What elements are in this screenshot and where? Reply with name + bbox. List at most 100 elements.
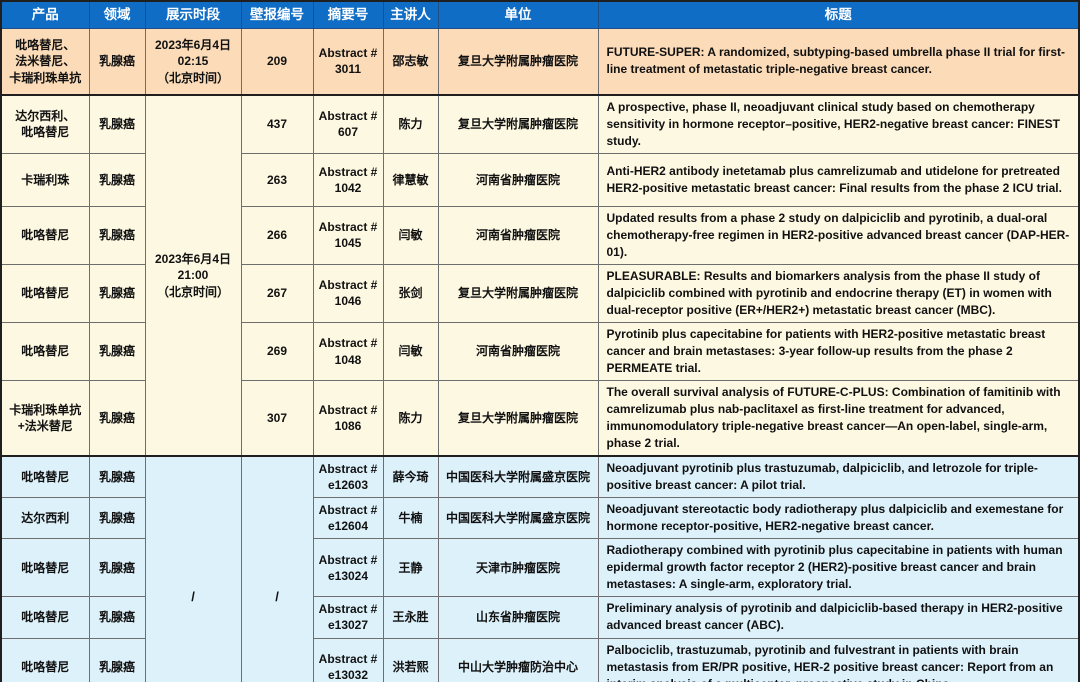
cell-time-merged: / [144,455,242,682]
cell-product: 吡咯替尼 [0,321,90,382]
cell-institution: 河南省肿瘤医院 [437,152,599,207]
cell-field: 乳腺癌 [88,497,146,540]
cell-poster-no: 267 [240,263,314,324]
table-row: 达尔西利 乳腺癌 Abstract # e12604 牛楠 中国医科大学附属盛京… [0,497,1080,540]
cell-abstract-no: Abstract # 1086 [312,380,384,457]
cell-field: 乳腺癌 [88,205,146,265]
cell-product: 吡咯替尼 [0,596,90,639]
col-header-abstract-no: 摘要号 [312,0,384,30]
cell-field: 乳腺癌 [88,152,146,207]
cell-product: 吡咯替尼 [0,263,90,324]
col-header-time: 展示时段 [144,0,242,30]
cell-abstract-no: Abstract # 1045 [312,205,384,265]
cell-title: A prospective, phase II, neoadjuvant cli… [597,93,1080,154]
cell-field: 乳腺癌 [88,263,146,324]
col-header-product: 产品 [0,0,90,30]
cell-abstract-no: Abstract # 1048 [312,321,384,382]
cell-poster-no: 269 [240,321,314,382]
col-header-field: 领域 [88,0,146,30]
cell-abstract-no: Abstract # 1042 [312,152,384,207]
cell-abstract-no: Abstract # e13027 [312,596,384,639]
cell-institution: 中国医科大学附属盛京医院 [437,455,599,499]
cell-abstract-no: Abstract # e13032 [312,637,384,682]
cell-institution: 中国医科大学附属盛京医院 [437,497,599,540]
cell-field: 乳腺癌 [88,455,146,499]
table-row: 吡咯替尼 乳腺癌 269 Abstract # 1048 闫敏 河南省肿瘤医院 … [0,321,1080,382]
cell-poster-no: 209 [240,28,314,96]
cell-title: Updated results from a phase 2 study on … [597,205,1080,265]
cell-title: Anti-HER2 antibody inetetamab plus camre… [597,152,1080,207]
cell-product: 卡瑞利珠单抗 +法米替尼 [0,380,90,457]
cell-presenter: 闫敏 [382,321,439,382]
cell-product: 吡咯替尼 [0,205,90,265]
cell-title: Neoadjuvant pyrotinib plus trastuzumab, … [597,455,1080,499]
cell-product: 卡瑞利珠 [0,152,90,207]
cell-institution: 河南省肿瘤医院 [437,321,599,382]
header-row: 产品 领域 展示时段 壁报编号 摘要号 主讲人 单位 标题 [0,0,1080,30]
cell-title: Neoadjuvant stereotactic body radiothera… [597,497,1080,540]
cell-title: The overall survival analysis of FUTURE-… [597,380,1080,457]
cell-poster-no: 437 [240,93,314,154]
cell-product: 吡咯替尼 [0,637,90,682]
table-row: 达尔西利、 吡咯替尼 乳腺癌 2023年6月4日 21:00 （北京时间） 43… [0,93,1080,457]
cell-time: 2023年6月4日 02:15 （北京时间） [144,28,242,96]
table-row: 吡咯替尼、 法米替尼、 卡瑞利珠单抗 乳腺癌 2023年6月4日 02:15 （… [0,28,1080,96]
cell-presenter: 王静 [382,538,439,598]
cell-presenter: 张剑 [382,263,439,324]
col-header-institution: 单位 [437,0,599,30]
table-row: 卡瑞利珠单抗 +法米替尼 乳腺癌 307 Abstract # 1086 陈力 … [0,380,1080,457]
cell-abstract-no: Abstract # e13024 [312,538,384,598]
cell-presenter: 闫敏 [382,205,439,265]
cell-institution: 河南省肿瘤医院 [437,205,599,265]
cell-title: Radiotherapy combined with pyrotinib plu… [597,538,1080,598]
cell-presenter: 薛今琦 [382,455,439,499]
cell-field: 乳腺癌 [88,28,146,96]
cell-field: 乳腺癌 [88,380,146,457]
cell-poster-no: 263 [240,152,314,207]
cell-abstract-no: Abstract # 3011 [312,28,384,96]
cell-title: Pyrotinib plus capecitabine for patients… [597,321,1080,382]
col-header-title: 标题 [597,0,1080,30]
cell-institution: 复旦大学附属肿瘤医院 [437,28,599,96]
table-row: 吡咯替尼 乳腺癌 Abstract # e13032 洪若熙 中山大学肿瘤防治中… [0,637,1080,682]
cell-field: 乳腺癌 [88,596,146,639]
cell-presenter: 牛楠 [382,497,439,540]
cell-field: 乳腺癌 [88,637,146,682]
cell-poster-no: 266 [240,205,314,265]
cell-abstract-no: Abstract # e12604 [312,497,384,540]
cell-presenter: 陈力 [382,380,439,457]
cell-field: 乳腺癌 [88,321,146,382]
cell-product: 达尔西利 [0,497,90,540]
cell-institution: 山东省肿瘤医院 [437,596,599,639]
cell-product: 吡咯替尼 [0,538,90,598]
cell-title: FUTURE-SUPER: A randomized, subtyping-ba… [597,28,1080,96]
table-row: 吡咯替尼 乳腺癌 267 Abstract # 1046 张剑 复旦大学附属肿瘤… [0,263,1080,324]
cell-institution: 复旦大学附属肿瘤医院 [437,380,599,457]
cell-presenter: 王永胜 [382,596,439,639]
cell-institution: 复旦大学附属肿瘤医院 [437,93,599,154]
cell-abstract-no: Abstract # 607 [312,93,384,154]
cell-poster-no: 307 [240,380,314,457]
cell-institution: 中山大学肿瘤防治中心 [437,637,599,682]
cell-abstract-no: Abstract # 1046 [312,263,384,324]
col-header-presenter: 主讲人 [382,0,439,30]
table-row: 吡咯替尼 乳腺癌 Abstract # e13027 王永胜 山东省肿瘤医院 P… [0,596,1080,639]
table-row: 吡咯替尼 乳腺癌 Abstract # e13024 王静 天津市肿瘤医院 Ra… [0,538,1080,598]
cell-title: PLEASURABLE: Results and biomarkers anal… [597,263,1080,324]
cell-presenter: 陈力 [382,93,439,154]
cell-presenter: 律慧敏 [382,152,439,207]
cell-product: 达尔西利、 吡咯替尼 [0,93,90,154]
cell-poster-merged: / [240,455,314,682]
cell-institution: 天津市肿瘤医院 [437,538,599,598]
table-row: 吡咯替尼 乳腺癌 / / Abstract # e12603 薛今琦 中国医科大… [0,455,1080,682]
cell-presenter: 邵志敏 [382,28,439,96]
cell-abstract-no: Abstract # e12603 [312,455,384,499]
cell-product: 吡咯替尼 [0,455,90,499]
col-header-poster-no: 壁报编号 [240,0,314,30]
cell-time-merged: 2023年6月4日 21:00 （北京时间） [144,93,242,457]
cell-title: Preliminary analysis of pyrotinib and da… [597,596,1080,639]
table-row: 吡咯替尼 乳腺癌 266 Abstract # 1045 闫敏 河南省肿瘤医院 … [0,205,1080,265]
cell-field: 乳腺癌 [88,538,146,598]
table-row: 卡瑞利珠 乳腺癌 263 Abstract # 1042 律慧敏 河南省肿瘤医院… [0,152,1080,207]
